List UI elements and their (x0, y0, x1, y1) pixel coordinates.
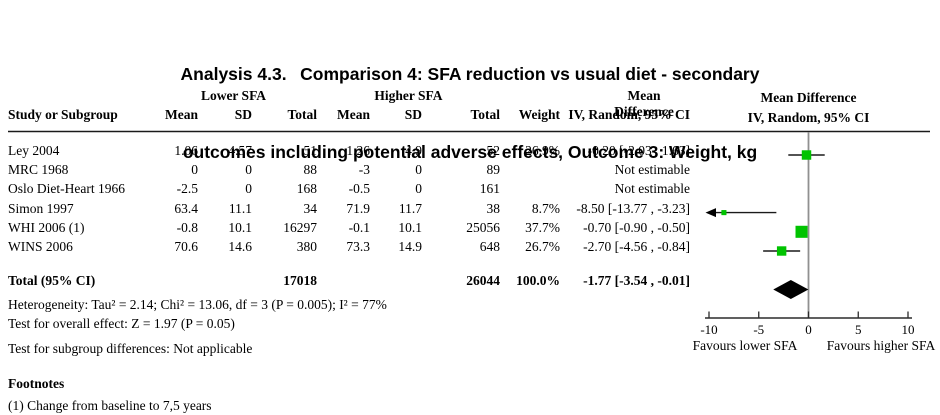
cell-sd1: 14.6 (228, 238, 252, 254)
cell-sd2: 4.9 (405, 143, 422, 158)
cell-weight: 26.9% (525, 143, 560, 158)
table-header: Lower SFA Higher SFA Mean Difference Stu… (8, 88, 690, 127)
cell-total2: 648 (479, 238, 500, 254)
cell-total2: 25056 (466, 219, 500, 235)
col-header-total-2: Total (470, 107, 500, 122)
study-label: MRC 1968 (8, 162, 69, 178)
cell-sd2: 10.1 (398, 219, 422, 235)
cell-total2: 38 (486, 200, 501, 216)
cell-ci: -8.50 [-13.77 , -3.23] (576, 200, 690, 216)
cell-sd1: 0 (245, 162, 252, 178)
cell-mean1: 63.4 (174, 200, 198, 216)
cell-sd2: 14.9 (398, 238, 422, 254)
cell-total1: 380 (296, 238, 317, 254)
study-label: Simon 1997 (8, 200, 74, 216)
effect-square (721, 210, 727, 216)
total-n-lower: 17018 (283, 273, 317, 288)
group-header-higher-sfa: Higher SFA (374, 88, 443, 103)
cell-mean1: 1.06 (174, 143, 198, 158)
axis-tick-label: -5 (753, 322, 764, 337)
total-weight: 100.0% (516, 273, 560, 288)
cell-mean2: 71.9 (346, 200, 370, 216)
cell-sd1: 11.1 (228, 200, 252, 216)
cell-total1: 16297 (283, 219, 317, 235)
axis-tick-label: 10 (902, 322, 915, 337)
plot-header: Mean Difference IV, Random, 95% CI (700, 88, 917, 127)
pooled-diamond (773, 280, 809, 299)
col-header-study: Study or Subgroup (8, 107, 118, 122)
cell-sd1: 4.57 (228, 143, 252, 158)
col-header-sd-2: SD (404, 107, 422, 122)
figure-title: Analysis 4.3. Comparison 4: SFA reductio… (0, 9, 940, 217)
plot-header-line2: IV, Random, 95% CI (747, 109, 870, 125)
cell-mean2: -0.5 (348, 181, 370, 197)
study-label: WHI 2006 (1) (8, 219, 85, 235)
group-header-lower-sfa: Lower SFA (200, 88, 267, 103)
axis-tick-label: 5 (855, 322, 862, 337)
cell-mean1: -0.8 (176, 219, 198, 235)
study-table: Ley 2004 1.06 4.57 51 1.26 4.9 52 26.9% … (8, 143, 690, 258)
col-header-sd-1: SD (234, 107, 252, 122)
cell-total1: 51 (303, 143, 318, 158)
col-header-ci: IV, Random, 95% CI (568, 107, 690, 122)
cell-total1: 34 (303, 200, 318, 216)
cell-weight: 37.7% (525, 219, 560, 235)
cell-sd1: 0 (245, 181, 252, 197)
overall-effect-text: Test for overall effect: Z = 1.97 (P = 0… (8, 316, 235, 331)
cell-total2: 161 (479, 181, 500, 197)
cell-mean2: -3 (358, 162, 370, 178)
total-row: Total (95% CI) 17018 26044 100.0% -1.77 … (8, 273, 690, 292)
subgroup-differences-text: Test for subgroup differences: Not appli… (8, 341, 253, 356)
study-label: Oslo Diet-Heart 1966 (8, 181, 125, 197)
cell-mean2: 1.26 (346, 143, 370, 158)
cell-total1: 88 (303, 162, 318, 178)
effect-square (801, 150, 812, 160)
cell-mean1: -2.5 (176, 181, 198, 197)
cell-mean2: 73.3 (346, 238, 370, 254)
col-header-total-1: Total (287, 107, 317, 122)
study-label: WINS 2006 (8, 238, 73, 254)
axis-tick-label: -10 (700, 322, 717, 337)
cell-mean1: 70.6 (174, 238, 198, 254)
total-label: Total (95% CI) (8, 273, 96, 288)
footnotes-section: Footnotes (1) Change from baseline to 7,… (8, 374, 212, 415)
cell-ci: Not estimable (614, 162, 690, 178)
footnotes-heading: Footnotes (8, 376, 65, 391)
footnote-item: (1) Change from baseline to 7,5 years (8, 398, 212, 413)
cell-ci: -0.70 [-0.90 , -0.50] (583, 219, 690, 235)
cell-sd2: 0 (415, 162, 422, 178)
cell-ci: -2.70 [-4.56 , -0.84] (583, 238, 690, 254)
effect-square (795, 225, 808, 238)
cell-total2: 52 (486, 143, 501, 158)
col-header-mean-1: Mean (165, 107, 198, 122)
cell-weight: 26.7% (525, 238, 560, 254)
cell-ci: -0.20 [-2.03 , 1.63] (587, 143, 690, 158)
favours-right-label: Favours higher SFA (827, 338, 936, 353)
cell-mean1: 0 (191, 162, 198, 178)
favours-left-label: Favours lower SFA (693, 338, 798, 353)
study-label: Ley 2004 (8, 143, 60, 158)
figure-title-line1: Analysis 4.3. Comparison 4: SFA reductio… (180, 64, 760, 84)
col-header-weight: Weight (518, 107, 560, 122)
plot-header-line1: Mean Difference (760, 90, 857, 105)
cell-total1: 168 (296, 181, 317, 197)
cell-mean2: -0.1 (348, 219, 370, 235)
cell-sd1: 10.1 (228, 219, 252, 235)
axis-tick-label: 0 (805, 322, 812, 337)
cell-weight: 8.7% (531, 200, 560, 216)
effect-square (776, 246, 787, 256)
ci-arrow-left (705, 208, 716, 218)
cell-total2: 89 (486, 162, 501, 178)
heterogeneity-text: Heterogeneity: Tau² = 2.14; Chi² = 13.06… (8, 297, 387, 312)
cell-ci: Not estimable (614, 181, 690, 197)
cell-sd2: 0 (415, 181, 422, 197)
cell-sd2: 11.7 (398, 200, 422, 216)
col-header-mean-2: Mean (337, 107, 370, 122)
total-n-higher: 26044 (466, 273, 500, 288)
total-ci: -1.77 [-3.54 , -0.01] (583, 273, 690, 288)
figure-title-line2: outcomes including potential adverse eff… (182, 142, 758, 162)
group-header-mean-difference: Mean Difference (614, 88, 674, 119)
